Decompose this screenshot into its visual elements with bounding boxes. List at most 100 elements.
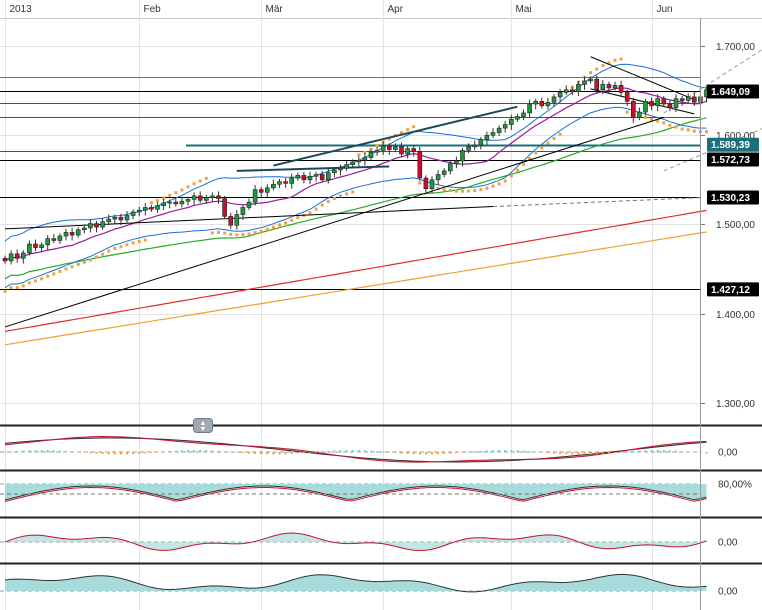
macd-histogram-bar — [522, 450, 525, 453]
candle-body — [319, 174, 325, 181]
psar-dot — [284, 221, 288, 225]
macd-histogram-bar — [34, 450, 37, 453]
y-tick-label: 1.500,00 — [716, 220, 755, 231]
candle-body — [661, 98, 667, 105]
psar-dot — [387, 137, 391, 141]
candle-body — [545, 101, 551, 107]
psar-dot — [357, 153, 361, 157]
macd-histogram-bar — [510, 450, 513, 453]
candle-body — [429, 179, 435, 190]
macd-histogram-bar — [290, 452, 293, 454]
y-axis: 1.700,00 1.600,00 1.500,00 1.400,00 1.300,00… — [700, 18, 759, 610]
candle-body — [39, 244, 44, 248]
panel-resize-handle[interactable]: ▲ ▼ — [193, 418, 213, 433]
macd-histogram-bar — [455, 452, 458, 454]
macd-histogram-bar — [193, 450, 196, 453]
psar-dot — [418, 181, 422, 185]
macd-histogram-bar — [485, 450, 488, 453]
candle-body — [460, 150, 465, 162]
psar-dot — [278, 223, 281, 227]
panel-value-label: 0,00 — [718, 538, 738, 549]
macd-line — [4, 437, 707, 463]
macd-histogram-bar — [675, 450, 677, 453]
macd-histogram-bar — [278, 452, 281, 455]
price-box — [707, 152, 759, 167]
macd-histogram-bar — [296, 452, 299, 454]
macd-histogram-bar — [162, 451, 165, 453]
psar-dot — [613, 58, 617, 62]
psar-dot — [40, 277, 44, 281]
macd-histogram-bar — [461, 452, 464, 453]
candle-body — [472, 144, 478, 148]
candle-body — [478, 139, 484, 146]
macd-histogram-bar — [394, 452, 397, 454]
candle-body — [411, 148, 417, 152]
panel-value-label: 0,00 — [718, 448, 738, 459]
macd-histogram-bar — [577, 452, 580, 455]
month-label: Apr — [388, 4, 404, 15]
macd-histogram-bar — [248, 452, 250, 454]
candle-body — [82, 227, 87, 231]
candle-body — [655, 98, 661, 107]
macd-histogram-bar — [180, 450, 183, 453]
candle-body — [679, 98, 685, 101]
macd-histogram-bar — [132, 452, 135, 455]
candle-body — [210, 195, 215, 198]
chevron-down-icon: ▼ — [199, 426, 207, 433]
macd-histogram-bar — [565, 452, 568, 455]
macd-histogram-bar — [583, 452, 586, 455]
psar-dot — [686, 128, 690, 132]
candle-body — [167, 201, 172, 204]
macd-histogram-bar — [479, 450, 482, 453]
macd-histogram-bar — [95, 452, 98, 454]
psar-dot — [375, 144, 379, 148]
candle-body — [307, 175, 313, 181]
candle-body — [94, 223, 99, 228]
psar-dot — [503, 179, 507, 183]
macd-histogram-bar — [528, 451, 531, 453]
candle-body — [649, 101, 654, 107]
macd-histogram-bar — [235, 452, 238, 453]
psar-dot — [656, 119, 660, 123]
price-box — [707, 84, 759, 99]
macd-histogram-bar — [498, 450, 501, 453]
month-label: 2013 — [10, 4, 33, 15]
channel-top — [273, 105, 518, 167]
psar-dot — [351, 190, 355, 194]
candle-body — [344, 164, 349, 169]
macd-signal — [4, 435, 707, 463]
sma250-line — [4, 231, 707, 346]
macd-histogram-bar — [400, 452, 403, 454]
psar-dot — [119, 245, 123, 249]
macd-histogram-bar — [589, 452, 592, 455]
psar-dot — [320, 203, 324, 207]
psar-dot — [70, 265, 74, 269]
candle-body — [441, 170, 447, 175]
psar-dot — [64, 267, 68, 271]
candle-body — [374, 150, 380, 153]
candle-body — [100, 221, 105, 228]
macd-histogram-bar — [504, 450, 507, 453]
candle-body — [582, 80, 587, 85]
psar-dot — [88, 258, 92, 262]
psar-dot — [406, 128, 410, 132]
psar-dot — [515, 168, 519, 172]
psar-dot — [34, 279, 37, 283]
psar-dot — [607, 61, 611, 65]
psar-dot — [204, 176, 208, 180]
candle-body — [386, 145, 392, 150]
psar-dot — [412, 125, 416, 129]
psar-dot — [125, 243, 129, 247]
macd-histogram-bar — [309, 452, 311, 453]
candle-body — [258, 189, 264, 193]
macd-histogram-bar — [266, 452, 269, 455]
psar-dot — [168, 193, 172, 197]
candle-body — [393, 146, 398, 150]
macd-histogram-bar — [473, 451, 476, 453]
candle-body — [350, 161, 356, 165]
candle-body — [179, 200, 185, 205]
macd-histogram-bar — [559, 452, 562, 454]
psar-dot — [290, 218, 294, 222]
stochastic-d-line — [4, 486, 707, 502]
macd-histogram-bar — [46, 450, 49, 453]
